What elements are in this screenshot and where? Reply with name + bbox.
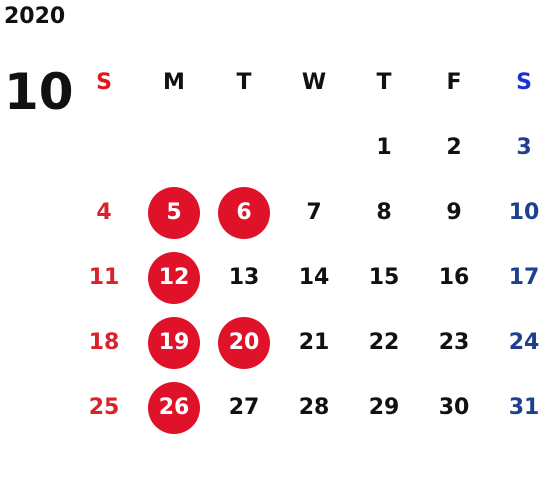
day-cell[interactable]: 23: [419, 310, 489, 375]
day-number: 7: [306, 200, 322, 225]
day-cell[interactable]: 25: [69, 375, 139, 440]
day-cell[interactable]: 21: [279, 310, 349, 375]
weekday-header-tuesday: T: [236, 70, 252, 95]
weekday-header-friday: F: [446, 70, 462, 95]
day-number: 1: [376, 135, 392, 160]
day-cell-empty: [209, 115, 279, 180]
weekday-header-saturday: S: [516, 70, 532, 95]
day-number: 15: [368, 265, 400, 290]
day-cell[interactable]: 1: [349, 115, 419, 180]
day-cell[interactable]: 30: [419, 375, 489, 440]
calendar-grid: S M T W T F S 1 2 3 4 5 6 7 8 9 10 11 12 13 14 15 16 17 1…: [69, 50, 548, 440]
day-number: 8: [376, 200, 392, 225]
day-number: 3: [516, 135, 532, 160]
day-number: 24: [508, 330, 540, 355]
day-number: 22: [368, 330, 400, 355]
day-number: 30: [438, 395, 470, 420]
day-cell[interactable]: 22: [349, 310, 419, 375]
day-cell[interactable]: 31: [489, 375, 548, 440]
day-cell-highlighted[interactable]: 19: [139, 310, 209, 375]
day-number: 14: [298, 265, 330, 290]
day-cell-highlighted[interactable]: 12: [139, 245, 209, 310]
day-cell[interactable]: 9: [419, 180, 489, 245]
day-number: 10: [508, 200, 540, 225]
day-cell[interactable]: 18: [69, 310, 139, 375]
day-number: 27: [228, 395, 260, 420]
day-cell[interactable]: 28: [279, 375, 349, 440]
day-number-holiday: 6: [218, 186, 270, 239]
day-cell[interactable]: 3: [489, 115, 548, 180]
day-number: 2: [446, 135, 462, 160]
day-number-holiday: 5: [148, 186, 200, 239]
day-cell-empty: [139, 115, 209, 180]
day-number-holiday: 12: [148, 251, 200, 304]
day-cell[interactable]: 10: [489, 180, 548, 245]
day-cell[interactable]: 2: [419, 115, 489, 180]
day-cell[interactable]: 11: [69, 245, 139, 310]
month-number: 10: [4, 63, 74, 121]
day-cell-highlighted[interactable]: 6: [209, 180, 279, 245]
day-cell[interactable]: 24: [489, 310, 548, 375]
day-cell-highlighted[interactable]: 26: [139, 375, 209, 440]
day-number: 16: [438, 265, 470, 290]
day-cell[interactable]: 7: [279, 180, 349, 245]
day-number: 25: [88, 395, 120, 420]
day-cell[interactable]: 27: [209, 375, 279, 440]
day-number: 31: [508, 395, 540, 420]
day-number: 9: [446, 200, 462, 225]
weekday-header-thursday: T: [376, 70, 392, 95]
day-cell[interactable]: 13: [209, 245, 279, 310]
day-number: 18: [88, 330, 120, 355]
day-number-holiday: 26: [148, 381, 200, 434]
day-number-holiday: 19: [148, 316, 200, 369]
day-cell[interactable]: 16: [419, 245, 489, 310]
day-number: 17: [508, 265, 540, 290]
day-cell[interactable]: 29: [349, 375, 419, 440]
weekday-header-sunday: S: [96, 70, 112, 95]
day-number: 4: [96, 200, 112, 225]
day-number: 21: [298, 330, 330, 355]
day-cell[interactable]: 4: [69, 180, 139, 245]
day-number: 23: [438, 330, 470, 355]
day-cell[interactable]: 8: [349, 180, 419, 245]
day-number: 13: [228, 265, 260, 290]
day-cell-empty: [69, 115, 139, 180]
day-number: 28: [298, 395, 330, 420]
day-cell[interactable]: 15: [349, 245, 419, 310]
day-cell-highlighted[interactable]: 20: [209, 310, 279, 375]
weekday-header-monday: M: [163, 70, 185, 95]
year-label: 2020: [4, 4, 66, 29]
day-cell-highlighted[interactable]: 5: [139, 180, 209, 245]
day-cell-empty: [279, 115, 349, 180]
day-number: 11: [88, 265, 120, 290]
day-number-holiday: 20: [218, 316, 270, 369]
day-number: 29: [368, 395, 400, 420]
weekday-header-wednesday: W: [301, 70, 327, 95]
day-cell[interactable]: 17: [489, 245, 548, 310]
day-cell[interactable]: 14: [279, 245, 349, 310]
